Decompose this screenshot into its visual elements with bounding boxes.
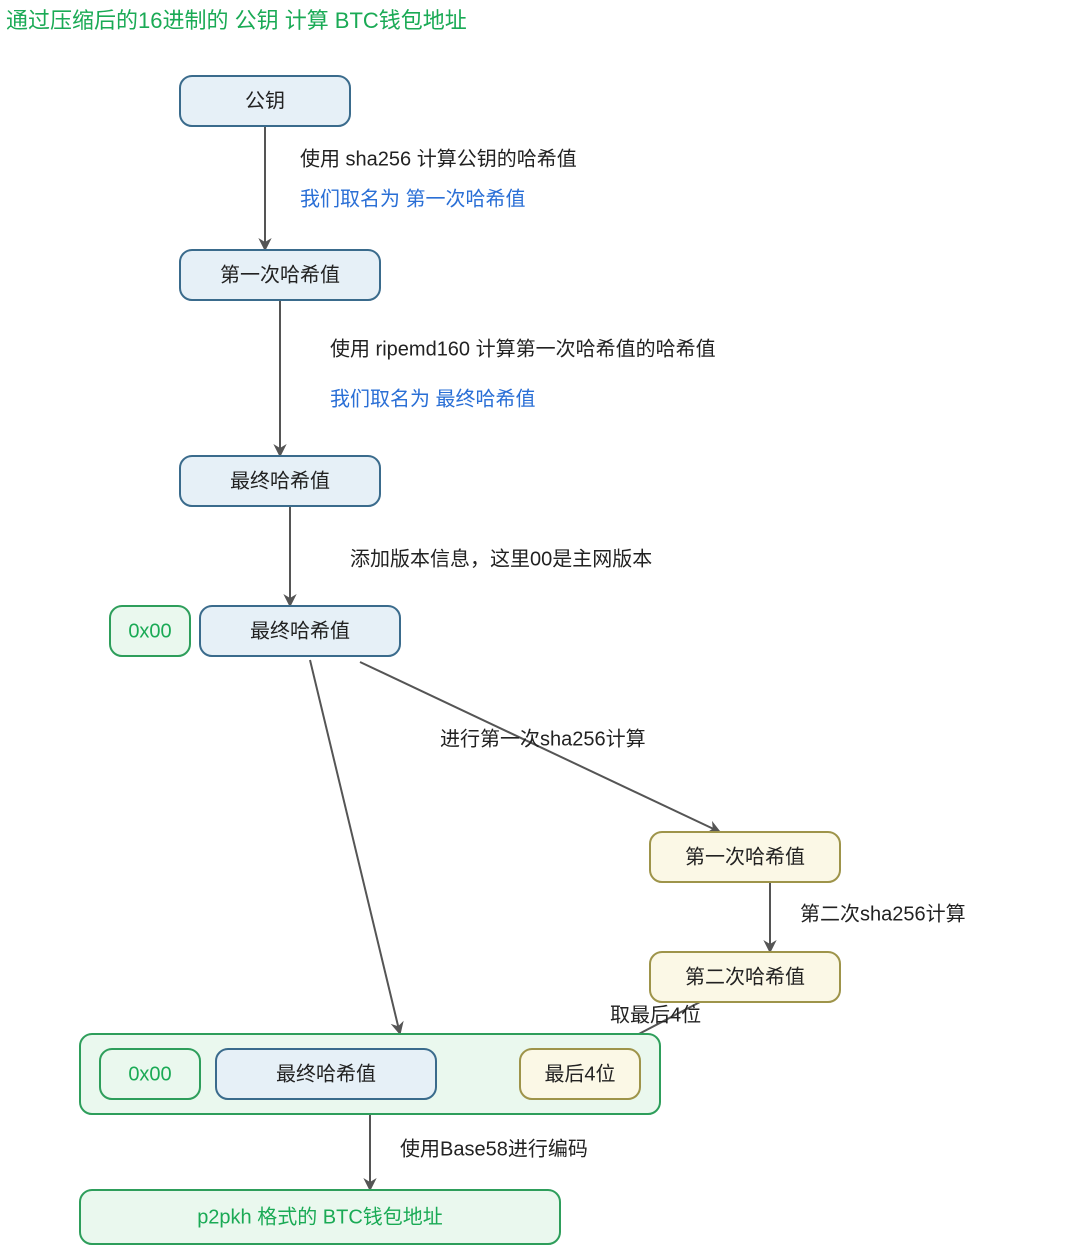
node-label-n_y_hash1: 第一次哈希值 (685, 845, 805, 868)
edge-label-1-1: 我们取名为 最终哈希值 (330, 387, 536, 410)
node-label-n_y_hash2: 第二次哈希值 (685, 965, 805, 988)
node-label-n_final: 最终哈希值 (230, 469, 330, 492)
node-label-n_addr: p2pkh 格式的 BTC钱包地址 (197, 1205, 443, 1228)
node-label-n_ver00a: 0x00 (128, 620, 171, 642)
node-label-n_last4: 最后4位 (544, 1062, 615, 1085)
edge-label-4-0: 第二次sha256计算 (800, 902, 966, 925)
edge-label-2-0: 添加版本信息，这里00是主网版本 (350, 547, 652, 570)
diagram-title: 通过压缩后的16进制的 公钥 计算 BTC钱包地址 (6, 8, 467, 33)
node-label-n_finalb: 最终哈希值 (250, 619, 350, 642)
edge-label-5-0: 取最后4位 (610, 1003, 701, 1026)
node-label-n_hash1: 第一次哈希值 (220, 263, 340, 286)
edge-label-3-0: 进行第一次sha256计算 (440, 727, 646, 750)
edge-label-0-1: 我们取名为 第一次哈希值 (300, 187, 526, 210)
edge-label-0-0: 使用 sha256 计算公钥的哈希值 (300, 147, 577, 170)
node-label-n_finalc: 最终哈希值 (276, 1062, 376, 1085)
edge-label-8-0: 使用Base58进行编码 (400, 1137, 588, 1160)
node-label-n_pubkey: 公钥 (245, 89, 285, 112)
edge-n_finalb-n_concat_bg (310, 660, 400, 1034)
edge-label-1-0: 使用 ripemd160 计算第一次哈希值的哈希值 (330, 337, 716, 360)
node-label-n_ver00b: 0x00 (128, 1063, 171, 1085)
